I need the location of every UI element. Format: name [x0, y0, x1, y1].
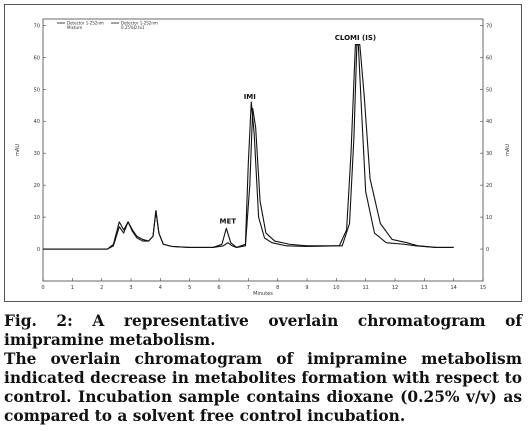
y-tick-label-left: 20 [34, 183, 40, 189]
y-tick-label-right: 40 [486, 119, 492, 125]
peak-label: IMI [244, 93, 256, 101]
y-tick-label-right: 10 [486, 215, 492, 221]
y-tick-label-right: 0 [486, 247, 489, 253]
y-axis-left: 0 10 20 30 40 50 60 70 [34, 23, 46, 253]
x-tick-label: 5 [188, 285, 191, 291]
x-tick-label: 15 [480, 285, 486, 291]
figure-caption: Fig. 2: A representative overlain chroma… [4, 312, 522, 426]
y-tick-label-right: 70 [486, 23, 492, 29]
peak-label: CLOMI (IS) [335, 34, 376, 42]
chromatogram-figure: 0 1 2 3 4 5 6 7 8 9 10 11 12 13 14 15 0 10 20 30 40 50 60 70 0… [4, 4, 522, 302]
y-tick-label-right: 20 [486, 183, 492, 189]
y-axis-right: 0 10 20 30 40 50 60 70 [480, 23, 492, 253]
y-tick-label-right: 30 [486, 151, 492, 157]
x-tick-label: 4 [159, 285, 162, 291]
y-tick-label-left: 0 [37, 247, 40, 253]
x-tick-label: 9 [305, 285, 308, 291]
caption-title: Fig. 2: A representative overlain chroma… [4, 312, 522, 349]
series-layer [43, 44, 454, 250]
legend-entry-detail: Mixture [67, 25, 83, 30]
x-axis: 0 1 2 3 4 5 6 7 8 9 10 11 12 13 14 15 [41, 278, 486, 291]
y-tick-label-left: 70 [34, 23, 40, 29]
y-tick-label-left: 50 [34, 87, 40, 93]
x-tick-label: 12 [392, 285, 398, 291]
x-tick-label: 14 [450, 285, 456, 291]
caption-body: The overlain chromatogram of imipramine … [4, 350, 522, 425]
x-tick-label: 3 [129, 285, 132, 291]
y-tick-label-right: 50 [486, 87, 492, 93]
x-tick-label: 2 [100, 285, 103, 291]
x-axis-label: Minutes [253, 291, 273, 297]
y-axis-label-left: mAU [15, 144, 21, 156]
x-tick-label: 11 [362, 285, 368, 291]
y-tick-label-left: 60 [34, 55, 40, 61]
series-line-2 [43, 44, 454, 250]
y-tick-label-right: 60 [486, 55, 492, 61]
legend-entry-detail: 0.25%D.tx1 [121, 25, 145, 30]
y-axis-label-right: mAU [505, 144, 511, 156]
x-tick-label: 8 [276, 285, 279, 291]
y-tick-label-left: 30 [34, 151, 40, 157]
y-tick-label-left: 10 [34, 215, 40, 221]
series-line-1 [43, 44, 454, 250]
x-tick-label: 13 [421, 285, 427, 291]
x-tick-label: 1 [71, 285, 74, 291]
legend-entry: Detector 1-252nm [67, 21, 104, 26]
peak-label: MET [220, 217, 237, 225]
legend-entry: Detector 1-252nm [121, 21, 158, 26]
x-tick-label: 6 [217, 285, 220, 291]
y-tick-label-left: 40 [34, 119, 40, 125]
plot-area [42, 18, 484, 282]
x-tick-label: 7 [247, 285, 250, 291]
peak-labels: MET IMI CLOMI (IS) [220, 34, 377, 226]
x-tick-label: 10 [333, 285, 339, 291]
x-tick-label: 0 [41, 285, 44, 291]
